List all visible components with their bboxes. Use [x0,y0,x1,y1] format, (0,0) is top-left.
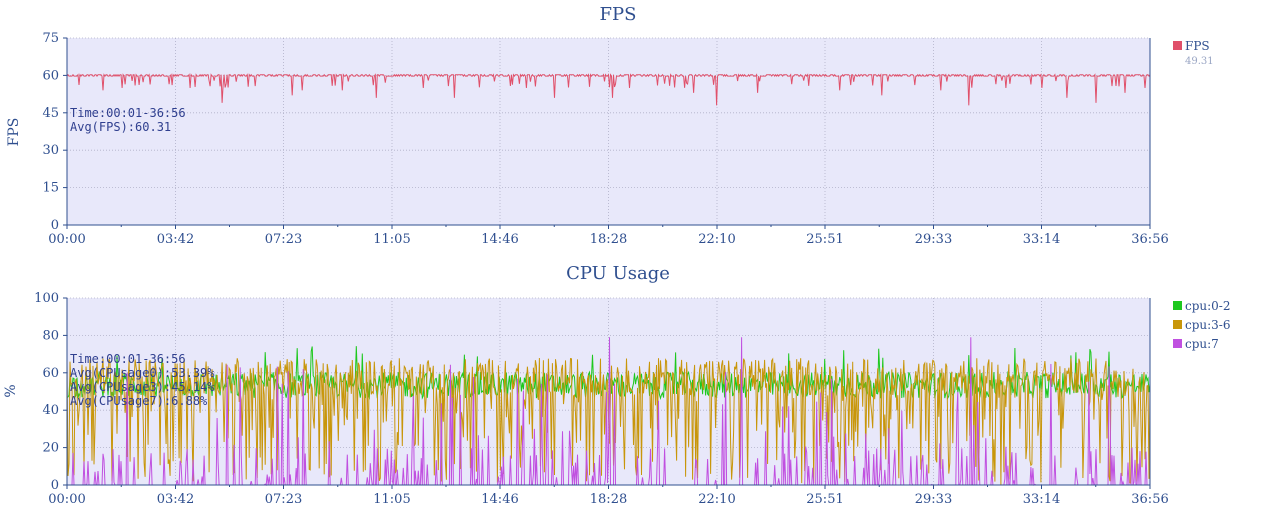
x-tick-label: 33:14 [1023,232,1060,247]
legend-label: cpu:3-6 [1185,318,1231,332]
fps-chart: FPS FPS 0 15 30 45 60 75 00:00 03:42 07:23 11:05 1… [6,4,1214,247]
legend-label: cpu:7 [1185,337,1219,351]
legend-swatch [1173,339,1182,348]
y-tick-label: 0 [51,218,59,233]
y-tick-label: 15 [42,181,59,196]
fps-chart-title: FPS [600,4,637,25]
x-tick-label: 22:10 [698,232,735,247]
y-tick-label: 100 [34,291,59,306]
series-line-fps [66,73,1151,106]
cpu-chart-title: CPU Usage [566,263,670,284]
x-tick-label: 36:56 [1131,232,1168,247]
y-tick-label: 75 [42,31,59,46]
x-tick-label: 29:33 [915,492,952,507]
annotation-text: Avg(CPUsage0):53.39% [70,366,215,380]
x-tick-label: 25:51 [806,492,843,507]
x-tick-label: 18:28 [590,492,627,507]
fps-series-group [66,73,1151,106]
y-tick-label: 20 [42,441,59,456]
x-tick-label: 00:00 [48,492,85,507]
x-tick-label: 36:56 [1131,492,1168,507]
legend-swatch [1173,41,1182,50]
legend-label: FPS [1185,39,1210,53]
cpu-y-axis-label: % [3,384,19,397]
x-tick-label: 07:23 [265,232,302,247]
legend-value: 49.31 [1185,56,1214,67]
x-tick-label: 03:42 [157,232,194,247]
x-tick-label: 14:46 [481,232,518,247]
legend-label: cpu:0-2 [1185,299,1231,313]
x-tick-label: 29:33 [915,232,952,247]
y-tick-label: 30 [42,143,59,158]
annotation-text: Time:00:01-36:56 [70,352,186,366]
x-tick-label: 25:51 [806,232,843,247]
x-tick-label: 00:00 [48,232,85,247]
y-tick-label: 80 [42,328,59,343]
fps-y-axis-label: FPS [6,118,22,147]
cpu-annotations: Time:00:01-36:56Avg(CPUsage0):53.39%Avg(… [70,352,215,408]
cpu-chart: CPU Usage % 0 20 40 60 80 100 00:00 03:42 07:23 1… [3,263,1231,507]
legend-swatch [1173,320,1182,329]
legend-swatch [1173,301,1182,310]
annotation-text: Avg(FPS):60.31 [70,120,171,134]
fps-axes: 0 15 30 45 60 75 00:00 03:42 07:23 11:05 14:46 18:2… [42,31,1168,247]
x-tick-label: 18:28 [590,232,627,247]
x-tick-label: 11:05 [373,232,410,247]
y-tick-label: 45 [42,106,59,121]
x-tick-label: 33:14 [1023,492,1060,507]
y-tick-label: 60 [42,68,59,83]
annotation-text: Avg(CPUsage7):6.88% [70,394,208,408]
x-tick-label: 14:46 [481,492,518,507]
x-tick-label: 11:05 [373,492,410,507]
y-tick-label: 40 [42,403,59,418]
fps-legend: FPS 49.31 [1173,39,1214,67]
y-tick-label: 60 [42,366,59,381]
x-tick-label: 07:23 [265,492,302,507]
annotation-text: Avg(CPUsage3):45.14% [70,380,215,394]
cpu-legend: cpu:0-2 cpu:3-6 cpu:7 [1173,299,1231,351]
x-tick-label: 03:42 [157,492,194,507]
cpu-axes: 0 20 40 60 80 100 00:00 03:42 07:23 11:05 14:46 18:… [34,291,1169,507]
y-tick-label: 0 [51,478,59,493]
x-tick-label: 22:10 [698,492,735,507]
annotation-text: Time:00:01-36:56 [70,106,186,120]
